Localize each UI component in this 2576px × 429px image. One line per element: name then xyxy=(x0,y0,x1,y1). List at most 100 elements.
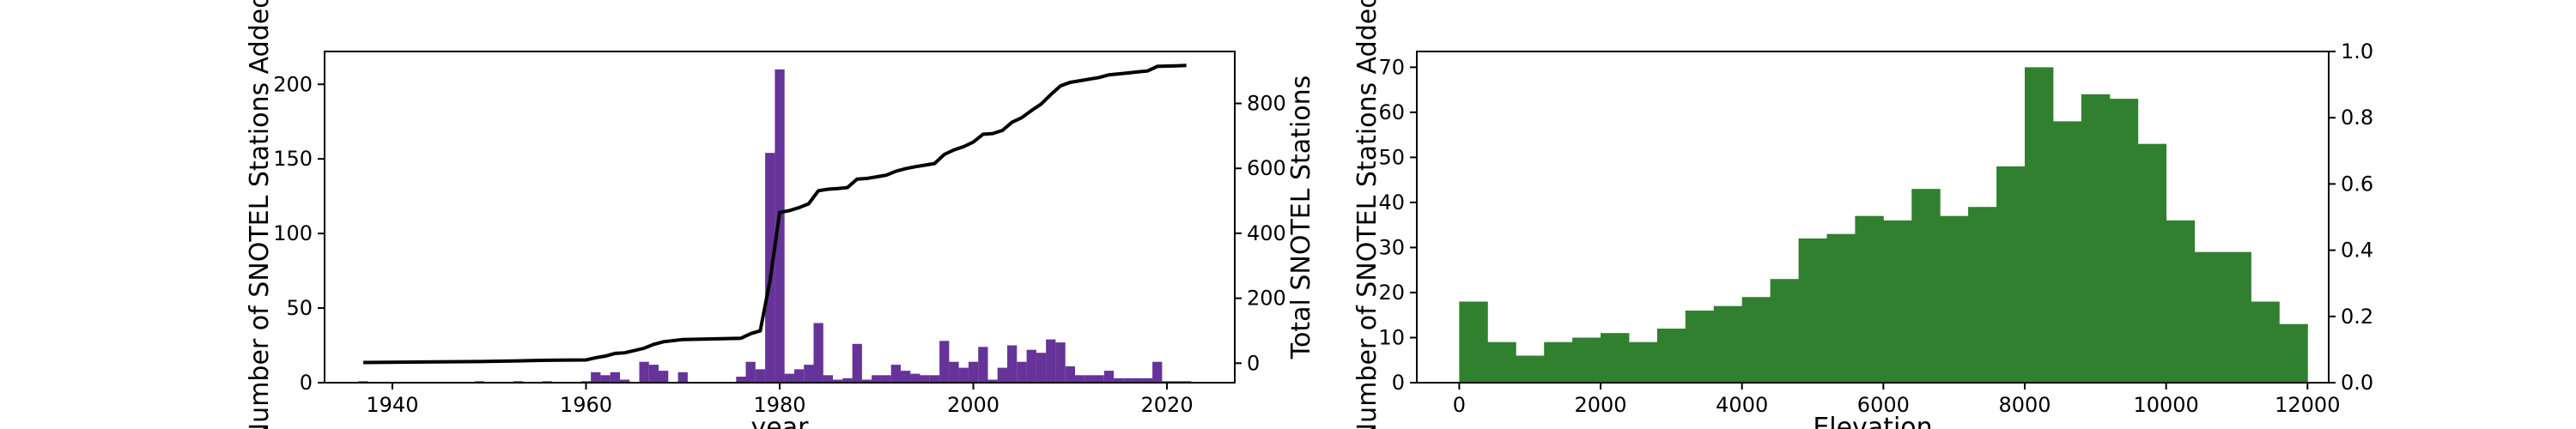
year-bar xyxy=(591,372,601,383)
y-tick-label: 10 xyxy=(1378,325,1405,349)
y2-tick-label: 600 xyxy=(1247,156,1286,180)
year-bar xyxy=(1026,349,1036,383)
year-bar xyxy=(659,371,669,383)
y2-tick-label: 0 xyxy=(1247,351,1260,375)
x-tick-label: 2020 xyxy=(1141,393,1194,417)
right-y2-ticks: 0.0 0.2 0.4 0.6 0.8 1.0 xyxy=(2329,39,2373,395)
year-bar xyxy=(872,375,882,383)
y2-tick-label: 1.0 xyxy=(2341,39,2373,63)
left-y-axis-label: Number of SNOTEL Stations Added xyxy=(245,0,275,429)
right-y-axis-label: Number of SNOTEL Stations Added xyxy=(1352,0,1382,429)
y-tick-label: 50 xyxy=(286,296,313,320)
year-bar xyxy=(745,361,756,383)
y2-tick-label: 0.0 xyxy=(2341,371,2373,395)
year-bar xyxy=(1084,375,1095,383)
x-tick-label: 6000 xyxy=(1857,393,1910,417)
year-bar xyxy=(610,372,620,383)
left-y-ticks: 0 50 100 150 200 xyxy=(273,72,325,395)
year-bar xyxy=(755,369,766,383)
year-bar xyxy=(677,372,688,383)
elevation-bar xyxy=(1770,279,1799,383)
year-bar xyxy=(929,375,940,383)
year-bar xyxy=(910,373,920,383)
y2-tick-label: 800 xyxy=(1247,92,1286,116)
right-x-axis-label: Elevation xyxy=(1813,413,1932,429)
y2-tick-label: 0.2 xyxy=(2341,305,2373,329)
year-bar xyxy=(1055,342,1066,383)
elevation-bar xyxy=(1911,189,1941,383)
y-tick-label: 60 xyxy=(1378,100,1405,124)
elevation-bar xyxy=(1940,215,1969,383)
year-bar xyxy=(861,379,872,383)
elevation-bar xyxy=(1516,355,1545,383)
year-bar xyxy=(852,343,862,383)
elevation-bar xyxy=(1798,238,1827,383)
elevation-bar xyxy=(2222,251,2251,383)
year-bar xyxy=(1074,375,1085,383)
y-tick-label: 100 xyxy=(273,221,313,245)
elevation-bar xyxy=(1713,305,1743,383)
year-bar xyxy=(600,375,611,383)
year-bar xyxy=(1017,361,1027,383)
elevation-bar xyxy=(1996,166,2026,383)
year-bar xyxy=(978,347,988,383)
elevation-bar xyxy=(1629,341,1658,383)
right-y-ticks: 0 10 20 30 40 50 60 70 xyxy=(1378,55,1417,395)
year-bars xyxy=(358,69,1192,384)
year-bar xyxy=(987,379,998,383)
y2-tick-label: 0.8 xyxy=(2341,106,2373,130)
year-bar xyxy=(1094,375,1104,383)
elevation-bar xyxy=(2109,99,2139,383)
year-bar xyxy=(1103,371,1115,383)
elevation-bar xyxy=(1685,311,1715,383)
elevation-bar xyxy=(1572,337,1601,383)
elevation-bars xyxy=(1459,67,2308,384)
x-tick-label: 8000 xyxy=(1998,393,2050,417)
cumulative-total-line xyxy=(363,63,1187,365)
x-tick-label: 2000 xyxy=(947,393,999,417)
left-y2-axis-label: Total SNOTEL Stations xyxy=(1286,76,1316,360)
elevation-bar xyxy=(1487,341,1516,383)
elevation-bar xyxy=(2251,301,2280,383)
left-y2-ticks: 0 200 400 600 800 xyxy=(1235,92,1286,375)
x-tick-label: 1940 xyxy=(366,393,418,417)
year-bar xyxy=(968,361,979,383)
x-tick-label: 1960 xyxy=(560,393,612,417)
year-bar xyxy=(939,341,950,383)
y-tick-label: 70 xyxy=(1378,55,1405,79)
year-bar xyxy=(958,367,969,383)
elevation-bar xyxy=(2137,143,2167,383)
y2-tick-label: 0.4 xyxy=(2341,239,2373,263)
elevation-bar xyxy=(1601,333,1630,383)
y-tick-label: 50 xyxy=(1378,145,1405,169)
elevation-bar xyxy=(1968,207,1997,383)
year-bar xyxy=(823,375,833,383)
y-tick-label: 40 xyxy=(1378,190,1405,214)
year-bar xyxy=(804,365,814,383)
year-bar xyxy=(833,379,843,383)
x-tick-label: 4000 xyxy=(1716,393,1768,417)
elevation-bar xyxy=(2166,220,2196,383)
x-tick-label: 2000 xyxy=(1575,393,1627,417)
elevation-bar xyxy=(1544,341,1573,383)
year-bar xyxy=(1142,378,1153,383)
right-plot-frame xyxy=(1416,51,2330,384)
y-tick-label: 20 xyxy=(1378,281,1405,305)
elevation-bar xyxy=(1459,301,1488,383)
elevation-bar xyxy=(1883,220,1912,383)
x-tick-label: 0 xyxy=(1453,393,1466,417)
year-bar xyxy=(949,361,959,383)
year-bar xyxy=(736,377,746,383)
year-bar xyxy=(901,371,911,383)
year-bar xyxy=(997,367,1007,383)
elevation-bar xyxy=(1741,297,1771,383)
elevation-histogram-chart: 0 2000 4000 6000 8000 10000 12000 0 10 20 30 40 50 6… xyxy=(1352,0,2373,429)
year-histogram-chart: 1940 1960 1980 2000 2020 0 50 100 150 200 0 200 40… xyxy=(245,0,1316,429)
elevation-bar xyxy=(2194,251,2223,383)
year-bar xyxy=(1114,378,1124,383)
y2-tick-label: 400 xyxy=(1247,221,1286,245)
elevation-bar xyxy=(1826,233,1856,383)
elevation-bar xyxy=(2081,94,2111,384)
x-tick-label: 12000 xyxy=(2275,393,2340,417)
